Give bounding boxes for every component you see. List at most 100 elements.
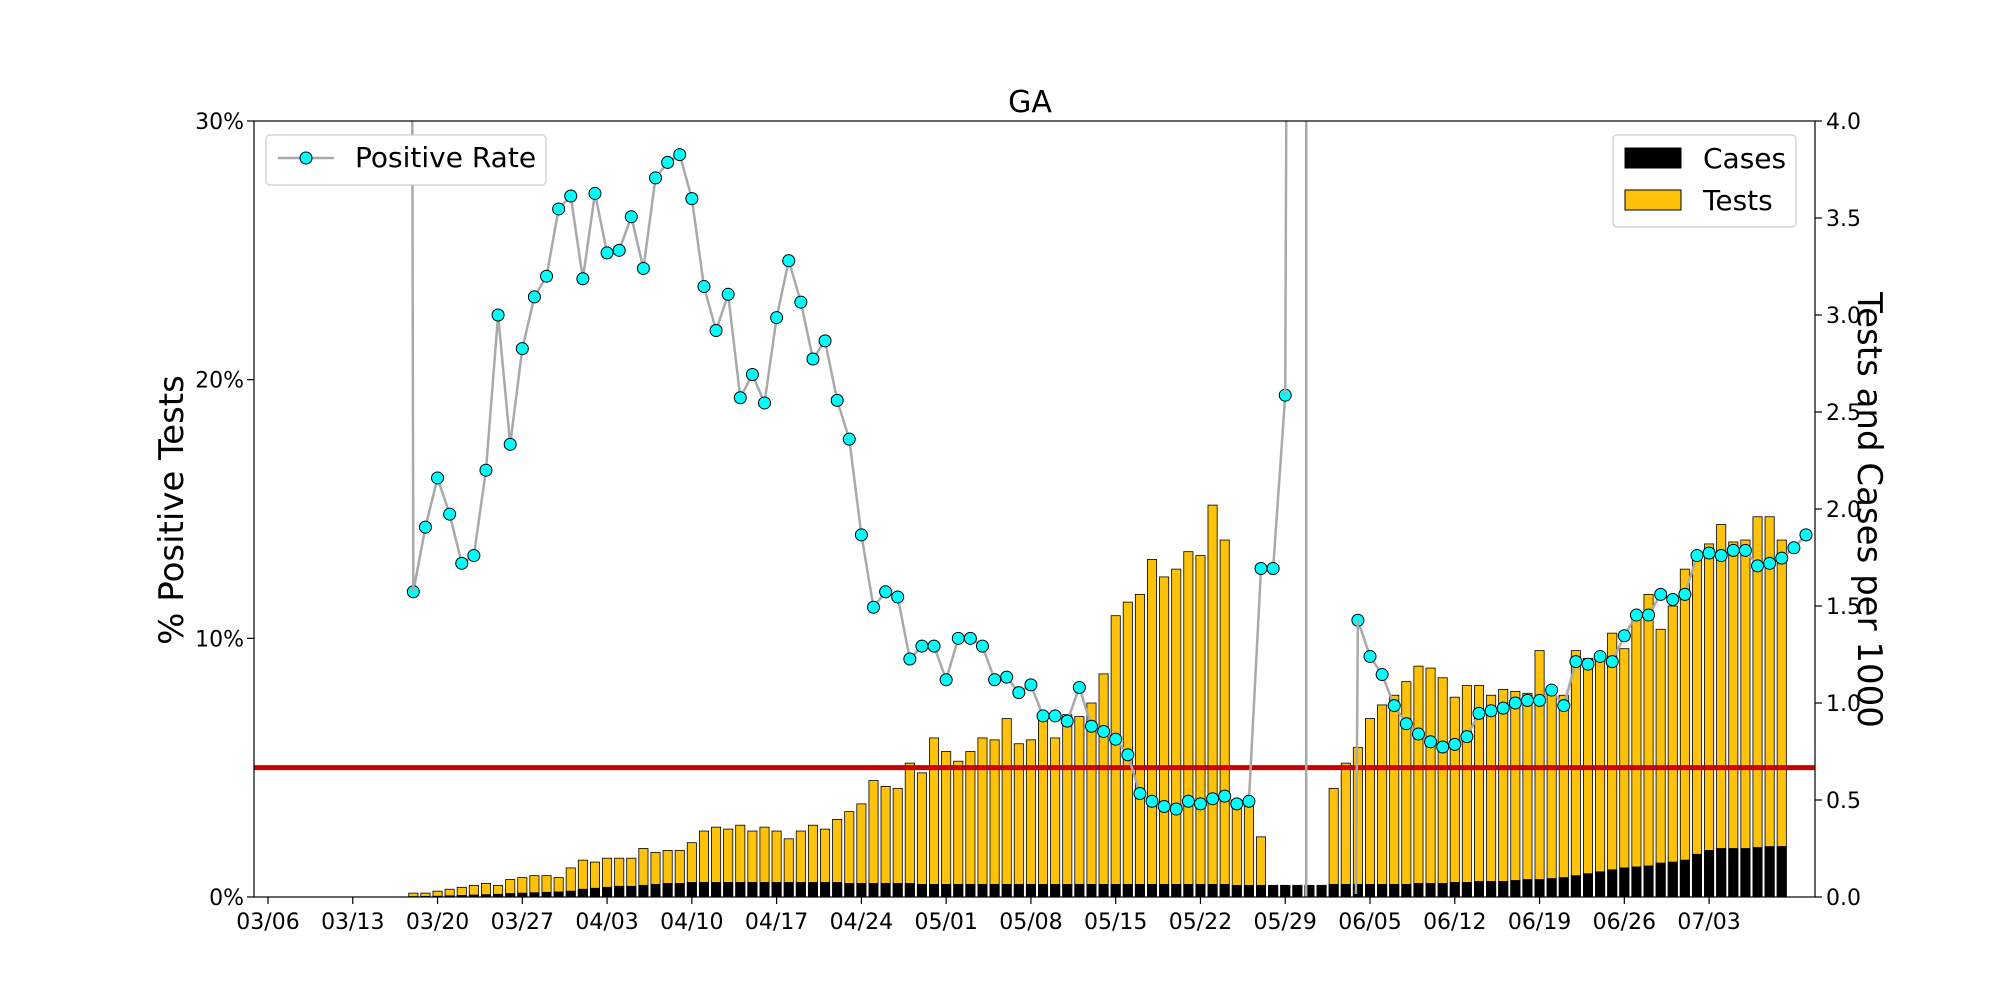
positive-rate-point [830, 393, 844, 407]
positive-rate-point [503, 437, 517, 451]
tests-bar [1437, 677, 1448, 898]
positive-rate-point [1024, 678, 1038, 692]
left-tick-label: 0% [209, 886, 244, 911]
tests-bar [868, 780, 879, 898]
positive-rate-point [975, 639, 989, 653]
cases-bar [1122, 883, 1133, 898]
cases-bar [1655, 862, 1666, 898]
cases-bar [965, 883, 976, 898]
positive-rate-point [867, 600, 880, 614]
tests-bar [1449, 696, 1460, 898]
cases-bar [711, 882, 722, 898]
positive-rate-point [1145, 794, 1159, 808]
cases-bar [941, 883, 952, 898]
cases-bar [1449, 882, 1460, 898]
positive-rate-line [1356, 534, 1807, 749]
tests-bar [1219, 539, 1230, 898]
x-tick-label: 04/03 [575, 910, 638, 935]
tests-bar [1558, 694, 1569, 898]
cases-bar [1558, 877, 1569, 898]
right-tick-label: 1.5 [1826, 595, 1861, 620]
cases-bar [1171, 883, 1182, 898]
x-tick-label: 04/10 [660, 910, 723, 935]
x-tick-label: 06/26 [1593, 910, 1656, 935]
positive-rate-point [1181, 794, 1195, 808]
tests-bar [1098, 673, 1109, 898]
cases-bar [747, 882, 758, 898]
positive-rate-point [1751, 559, 1765, 573]
cases-bar [1280, 884, 1291, 898]
positive-rate-point [854, 528, 868, 542]
positive-rate-point [1133, 787, 1147, 801]
cases-bar [1691, 853, 1702, 898]
tests-bar [1365, 718, 1376, 898]
cases-bar [1607, 869, 1618, 898]
positive-rate-point [939, 673, 953, 687]
x-tick-label: 03/06 [236, 910, 299, 935]
cases-bar [1740, 848, 1751, 898]
positive-rate-point [1545, 683, 1559, 697]
tests-bar [1522, 692, 1533, 898]
x-tick-label: 06/19 [1508, 910, 1571, 935]
x-tick-label: 05/15 [1084, 910, 1147, 935]
positive-rate-point [1436, 740, 1450, 754]
legend-marker-swatch [299, 151, 313, 165]
positive-rate-point [1363, 649, 1377, 663]
x-tick-label: 03/13 [321, 910, 384, 935]
tests-bar [953, 760, 964, 898]
tests-bar [1401, 681, 1412, 898]
tests-bar [1607, 632, 1618, 898]
tests-bar [1546, 694, 1557, 898]
left-y-axis: 0% 10% 20% 30% [195, 110, 254, 911]
cases-bar [686, 882, 697, 898]
tests-bar [1752, 516, 1763, 898]
positive-rate-point [443, 507, 457, 521]
positive-rate-point [600, 246, 614, 260]
positive-rate-point [721, 287, 735, 301]
cases-bar [1038, 883, 1049, 898]
positive-rate-point [1642, 608, 1656, 622]
positive-rate-point [733, 391, 747, 405]
positive-rate-point [1060, 714, 1074, 728]
cases-bar [1340, 883, 1351, 898]
x-tick-label: 07/03 [1677, 910, 1740, 935]
positive-rate-point [540, 269, 554, 283]
cases-bar [1704, 850, 1715, 898]
x-axis: 03/06 03/13 03/20 03/27 04/03 04/10 04/17 04/24… [236, 897, 1741, 935]
positive-rate-point [1484, 704, 1498, 718]
cases-bar [1679, 859, 1690, 898]
positive-rate-point [673, 148, 687, 162]
left-tick-label: 20% [195, 369, 244, 394]
tests-bar [1038, 720, 1049, 898]
positive-rate-point [1266, 561, 1280, 575]
positive-rate-point [418, 520, 432, 534]
cases-bar [589, 887, 600, 898]
positive-rate-point [576, 272, 590, 286]
positive-rate-point [818, 334, 832, 348]
positive-rate-point [770, 311, 784, 325]
positive-rate-point [1581, 657, 1595, 671]
cases-bar [638, 884, 649, 898]
positive-rate-point [1448, 737, 1462, 751]
tests-bar [1110, 615, 1121, 898]
positive-rate-point [1169, 802, 1183, 816]
positive-rate-point [491, 308, 505, 322]
positive-rate-point [879, 585, 893, 599]
cases-bar [771, 882, 782, 898]
right-tick-label: 3.5 [1826, 207, 1861, 232]
positive-rate-point [1072, 680, 1086, 694]
cases-bar [723, 882, 734, 898]
cases-bar [565, 890, 576, 898]
rate-spike-lines [411, 120, 1360, 897]
positive-rate-point [1678, 587, 1692, 601]
positive-rate-point [624, 210, 638, 224]
cases-bar [1570, 875, 1581, 898]
tests-bar [1776, 539, 1787, 898]
x-tick-label: 03/27 [491, 910, 554, 935]
cases-bar [1582, 873, 1593, 898]
cases-bar [916, 883, 927, 898]
positive-rate-point [1121, 748, 1135, 762]
positive-rate-point [1775, 551, 1789, 565]
positive-rate-point [1496, 701, 1510, 715]
right-tick-label: 3.0 [1826, 304, 1861, 329]
